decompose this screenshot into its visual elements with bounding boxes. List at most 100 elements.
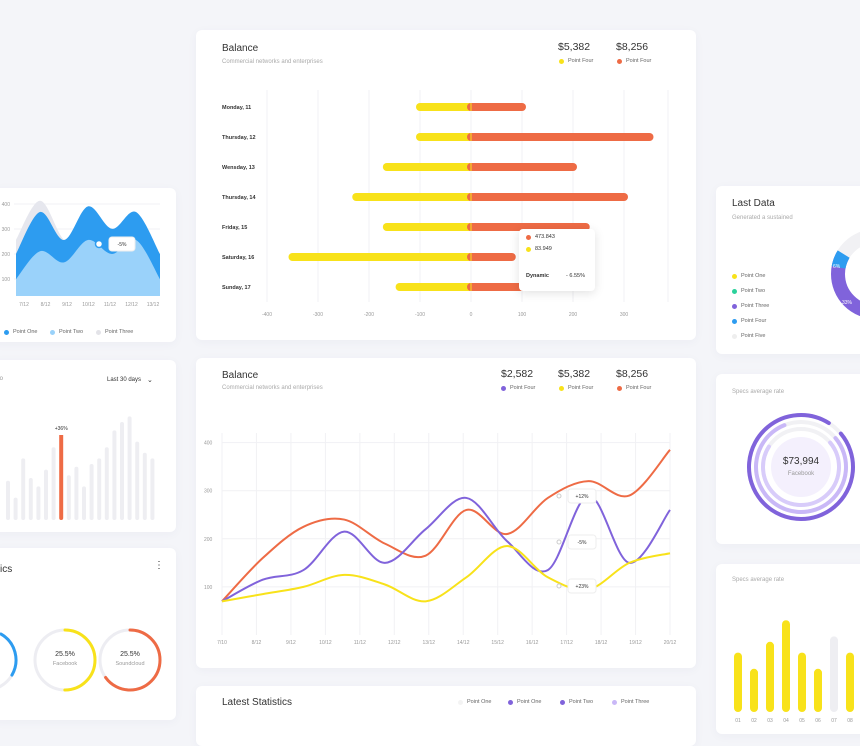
legend-label: Point Four — [626, 385, 652, 391]
category-label: Monday, 11 — [222, 105, 251, 111]
stats-card-title: ics — [0, 564, 13, 575]
bar-join — [470, 163, 472, 171]
bar — [6, 480, 10, 520]
callout-dot — [556, 493, 562, 499]
tooltip-change: - 6.55% — [566, 273, 585, 279]
legend-label: Point One — [741, 273, 766, 279]
legend-label: Point Three — [621, 699, 650, 705]
tooltip-label: Dynamic — [526, 273, 549, 279]
x-tick-label: 11/12 — [354, 640, 366, 646]
spec-bar — [782, 620, 790, 712]
bar — [21, 458, 26, 520]
bar-highlight — [59, 424, 64, 520]
legend-dot — [732, 303, 737, 309]
specs-bars: 01 02 03 04 05 06 07 08 — [734, 620, 854, 724]
y-tick-label: 400 — [2, 202, 11, 208]
spec-bar — [750, 668, 758, 712]
period-select[interactable]: Last 30 days ⌄ — [107, 376, 153, 384]
callout-label: +36% — [55, 426, 68, 432]
legend-dot — [526, 234, 531, 240]
donut-soundcloud-pct: 25.5% — [120, 651, 140, 658]
y-tick-label: 200 — [204, 537, 213, 543]
last-data-card: Last Data Generated a sustained Point On… — [716, 186, 860, 354]
callout-label: -5% — [578, 540, 587, 546]
bar — [150, 458, 155, 520]
legend-label: Point One — [13, 329, 38, 335]
legend-dot — [732, 288, 737, 294]
latest-legend-2: Point One — [508, 699, 541, 705]
legend-dot — [50, 329, 55, 335]
legend-label: Point Four — [510, 385, 536, 391]
legend-label: Point Four — [741, 318, 767, 324]
y-tick-label: 300 — [204, 489, 213, 495]
area-marker — [94, 239, 104, 249]
y-tick-label: 100 — [2, 277, 11, 283]
legend-dot — [732, 273, 737, 279]
x-tick-label: 15/12 — [491, 640, 504, 646]
callout-dot — [556, 539, 562, 545]
x-tick-label: 300 — [620, 312, 629, 318]
legend-label: Point One — [467, 699, 492, 705]
spec-bar — [814, 668, 822, 712]
bar-join — [470, 133, 472, 141]
last-data-title: Last Data — [732, 198, 775, 209]
x-tick-label: 16/12 — [526, 640, 539, 646]
legend-label: Point Four — [568, 385, 594, 391]
balance-bar-card: Balance Commercial networks and enterpri… — [196, 30, 696, 340]
x-tick-label: 10/12 — [319, 640, 332, 646]
x-tick-label: 11/12 — [104, 302, 116, 308]
x-tick-label: 100 — [518, 312, 527, 318]
tooltip-value-1: 473.843 — [535, 234, 555, 240]
x-tick-label: 03 — [767, 718, 773, 724]
last-legend-3: Point Three — [732, 303, 769, 309]
x-tick-label: 17/12 — [560, 640, 573, 646]
x-tick-label: 04 — [783, 718, 789, 724]
bar — [135, 441, 140, 520]
stats-donuts — [0, 628, 162, 692]
legend-dot — [617, 58, 622, 64]
legend-dot — [458, 699, 463, 705]
bars-chart: +36% — [6, 416, 155, 520]
balance-tooltip: 473.843 83.949 Dynamic - 6.55% — [519, 229, 595, 291]
donut-facebook-label: Facebook — [52, 661, 78, 667]
bar — [66, 475, 71, 520]
stat-value-2: $8,256 — [616, 41, 649, 53]
balance-line-card: Balance Commercial networks and enterpri… — [196, 358, 696, 668]
x-tick-label: -200 — [364, 312, 374, 318]
callout-dot — [556, 583, 562, 589]
y-tick-label: 300 — [2, 227, 11, 233]
last-data-subtitle: Generated a sustained — [732, 215, 793, 221]
area-chart: 400 300 200 100 7/12 8/12 9/12 10/12 11/12 12/12 1… — [2, 200, 160, 308]
x-tick-label: 12/12 — [125, 302, 138, 308]
bar — [44, 469, 48, 520]
category-label: Friday, 15 — [222, 225, 247, 231]
y-tick-label: 400 — [204, 441, 213, 447]
legend-label: Point Three — [105, 329, 134, 335]
legend-label: Point Two — [569, 699, 594, 705]
line-series-orange — [221, 449, 671, 603]
x-tick-label: 8/12 — [41, 302, 51, 308]
latest-stats-card: Latest Statistics Point One Point One Po… — [196, 686, 696, 746]
tooltip-row-1: 473.843 — [526, 234, 555, 240]
stat2-value-3: $8,256 — [616, 368, 649, 380]
x-tick-label: 13/12 — [147, 302, 160, 308]
x-tick-label: -100 — [415, 312, 425, 318]
latest-legend-3: Point Two — [560, 699, 593, 705]
donut-label: 6% — [833, 264, 841, 270]
x-tick-label: 7/10 — [217, 640, 227, 646]
area-series-lightblue — [16, 239, 160, 296]
bar — [127, 416, 132, 520]
x-tick-label: 06 — [815, 718, 821, 724]
x-tick-label: 200 — [569, 312, 578, 318]
x-tick-label: 13/12 — [423, 640, 436, 646]
stat-legend-1: Point Four — [559, 58, 593, 64]
more-icon[interactable]: ⋮ — [154, 560, 164, 571]
tooltip-row-2: 83.949 — [526, 246, 552, 252]
legend-label: Point Five — [741, 333, 766, 339]
specs1-label: Facebook — [787, 471, 815, 477]
stat2-value-2: $5,382 — [558, 368, 591, 380]
callout-box — [108, 236, 136, 252]
category-label: Thursday, 12 — [222, 135, 256, 141]
balance-subtitle: Commercial networks and enterprises — [222, 59, 323, 65]
chevron-down-icon: ⌄ — [147, 377, 153, 384]
